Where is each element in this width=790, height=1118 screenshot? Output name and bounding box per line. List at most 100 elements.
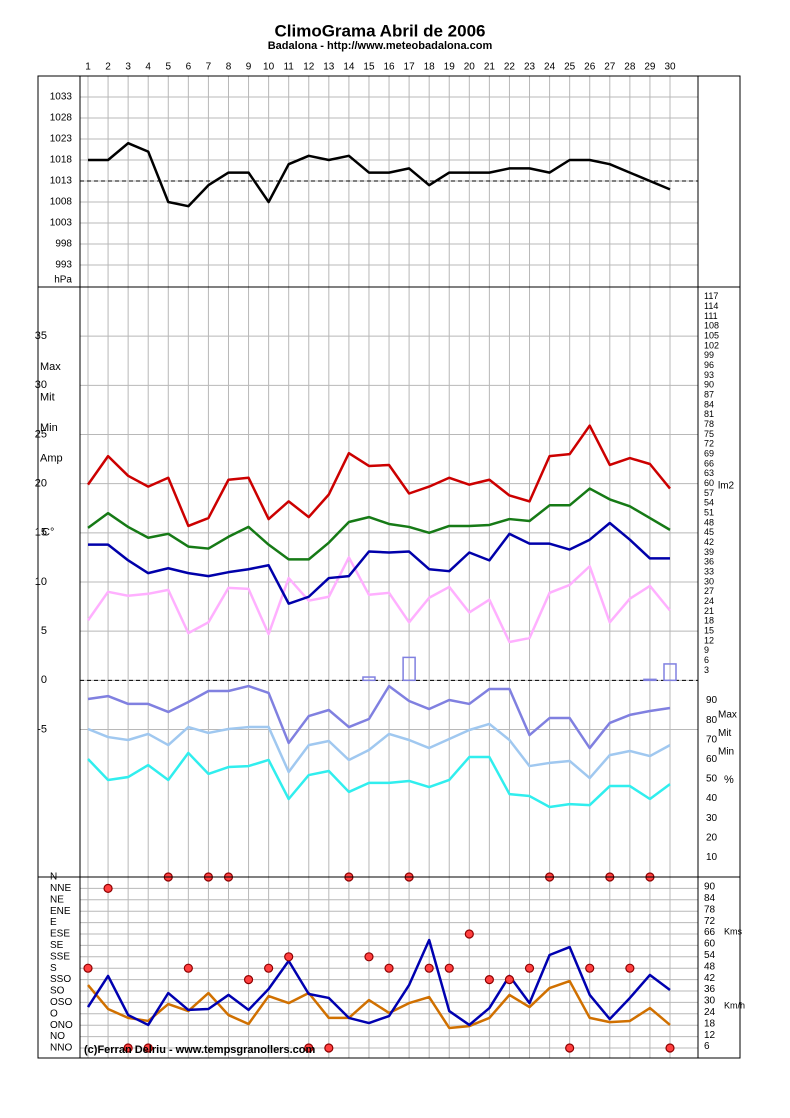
day-label: 19: [444, 62, 456, 73]
y2-tick-label: 51: [704, 508, 714, 518]
y2-tick-label: 27: [704, 586, 714, 596]
day-label: 11: [283, 62, 294, 73]
day-label: 26: [584, 62, 596, 73]
day-label: 15: [363, 62, 375, 73]
legend-label: Min: [40, 422, 58, 434]
direction-label: ONO: [50, 1020, 73, 1031]
y-axis-label: hPa: [54, 275, 72, 286]
y-tick-label: 1008: [50, 197, 73, 208]
day-label: 1: [85, 62, 91, 73]
y2-tick-label: 30: [704, 576, 714, 586]
y2-tick-label: 45: [704, 527, 714, 537]
dominant-direction: [324, 1043, 334, 1053]
y3-tick-label: 70: [706, 734, 718, 745]
wind-line: [87, 979, 671, 1030]
wind-line: [86, 938, 671, 1027]
y-tick-label: 1023: [50, 134, 73, 145]
day-label: 16: [383, 62, 395, 73]
y-tick-label: 25: [35, 428, 47, 440]
day-label: 13: [323, 62, 335, 73]
y-tick-label: 993: [55, 260, 72, 271]
precipitation-bar: [402, 656, 416, 682]
day-label: 23: [524, 62, 536, 73]
direction-label: NE: [50, 894, 64, 905]
chart-title: ClimoGrama Abril de 2006: [274, 21, 485, 40]
temperature-line: [86, 556, 671, 644]
y2-tick-label: 54: [704, 498, 714, 508]
y-tick-label: 15: [35, 527, 47, 539]
direction-label: NNE: [50, 883, 71, 894]
day-label: 3: [125, 62, 131, 73]
day-label: 21: [484, 62, 496, 73]
y-axis-label: C°: [42, 527, 54, 539]
precipitation-bar: [362, 676, 376, 682]
y2-tick-label: 42: [704, 973, 716, 984]
day-label: 4: [145, 62, 151, 73]
day-label: 27: [604, 62, 616, 73]
dominant-direction: [444, 963, 454, 973]
y2-tick-label: 3: [704, 665, 709, 675]
footer: (c)Ferran Delriu - www.tempsgranollers.c…: [84, 1044, 315, 1056]
day-label: 5: [165, 62, 171, 73]
y2-tick-label: 39: [704, 547, 714, 557]
direction-label: ENE: [50, 906, 71, 917]
y3-tick-label: 30: [706, 813, 718, 824]
y3-tick-label: 10: [706, 852, 718, 863]
dominant-direction: [143, 1043, 153, 1053]
y2-tick-label: 84: [704, 893, 716, 904]
dominant-direction: [565, 1043, 575, 1053]
dominant-direction: [304, 1043, 314, 1053]
y2-tick-label: 90: [704, 882, 716, 893]
day-label: 12: [303, 62, 315, 73]
wind-legend-label: Km/h: [724, 1000, 745, 1010]
y3-tick-label: 20: [706, 832, 718, 843]
y2-tick-label: 60: [704, 478, 714, 488]
dominant-direction: [384, 963, 394, 973]
direction-label: SSO: [50, 974, 71, 985]
dominant-direction: [665, 1043, 675, 1053]
dominant-direction: [83, 963, 93, 973]
y2-tick-label: 18: [704, 1018, 716, 1029]
y2-tick-label: 69: [704, 449, 714, 459]
legend-label: Max: [40, 361, 61, 373]
y2-tick-label: 75: [704, 429, 714, 439]
y2-tick-label: 36: [704, 557, 714, 567]
y3-tick-label: 60: [706, 754, 718, 765]
y-tick-label: 998: [55, 239, 72, 250]
y2-tick-label: 117: [704, 291, 718, 301]
y2-tick-label: 108: [704, 321, 719, 331]
y2-tick-label: 99: [704, 350, 714, 360]
precipitation-bar: [663, 663, 677, 682]
y3-tick-label: 90: [706, 695, 718, 706]
y2-tick-label: 6: [704, 1041, 710, 1052]
y-tick-label: 5: [41, 625, 47, 637]
y2-tick-label: 66: [704, 458, 714, 468]
y2-tick-label: 21: [704, 606, 714, 616]
day-label: 22: [504, 62, 516, 73]
y2-tick-label: 72: [704, 439, 714, 449]
dominant-direction: [484, 974, 494, 985]
dominant-direction: [243, 974, 254, 985]
y2-tick-label: 48: [704, 517, 714, 527]
temperature-line: [86, 424, 671, 528]
y2-tick-label: 84: [704, 399, 714, 409]
y-tick-label: 20: [35, 478, 47, 490]
y2-tick-label: 9: [704, 645, 709, 655]
wind-legend-label: Kms: [724, 926, 743, 936]
y2-tick-label: 12: [704, 635, 714, 645]
direction-label: N: [50, 872, 57, 883]
y2-tick-label: 24: [704, 596, 714, 606]
y2-tick-label: 105: [704, 331, 719, 341]
humidity-line: [87, 751, 671, 809]
y3-tick-label: 50: [706, 774, 718, 785]
day-label: 14: [343, 62, 355, 73]
y3-tick-label: 40: [706, 793, 718, 804]
plot-frame: [79, 75, 699, 1059]
y2-tick-label: 102: [704, 340, 719, 350]
dominant-direction: [585, 963, 595, 973]
direction-label: NO: [50, 1031, 65, 1042]
y-tick-label: 1018: [50, 155, 73, 166]
day-label: 10: [263, 62, 275, 73]
legend-label: Amp: [40, 452, 63, 464]
